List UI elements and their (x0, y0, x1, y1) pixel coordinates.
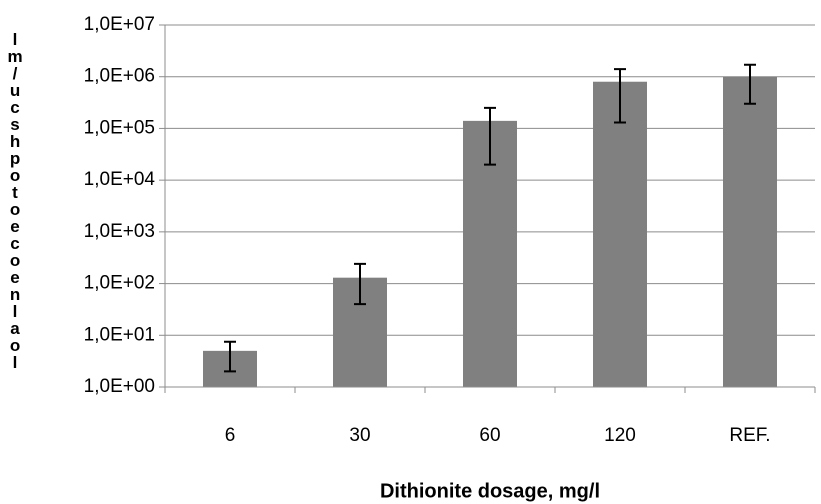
y-tick-label: 1,0E+04 (84, 169, 156, 190)
y-tick-label: 1,0E+03 (84, 221, 155, 242)
error-bar (354, 262, 366, 306)
y-tick-label: 1,0E+06 (84, 66, 155, 87)
x-axis-label: Dithionite dosage, mg/l (380, 480, 600, 502)
y-tick-label: 1,0E+00 (84, 376, 155, 397)
error-bar (614, 68, 626, 124)
y-tick-label: 1,0E+07 (84, 14, 155, 35)
x-tick-label: 6 (225, 425, 236, 446)
y-tick-label: 1,0E+01 (84, 324, 155, 345)
bar (593, 81, 647, 387)
error-bar (224, 340, 236, 373)
error-bar (744, 63, 756, 105)
y-tick-label: 1,0E+05 (84, 117, 155, 138)
x-tick-label: 30 (349, 425, 370, 446)
y-axis-label: lm/ucshpotoecoenlaol (6, 30, 25, 370)
x-tick-label: REF. (729, 425, 770, 446)
x-tick-label: 120 (604, 425, 636, 446)
bar (723, 76, 777, 387)
y-tick-label: 1,0E+02 (84, 273, 155, 294)
x-tick-label: 60 (479, 425, 500, 446)
error-bar (484, 106, 496, 166)
